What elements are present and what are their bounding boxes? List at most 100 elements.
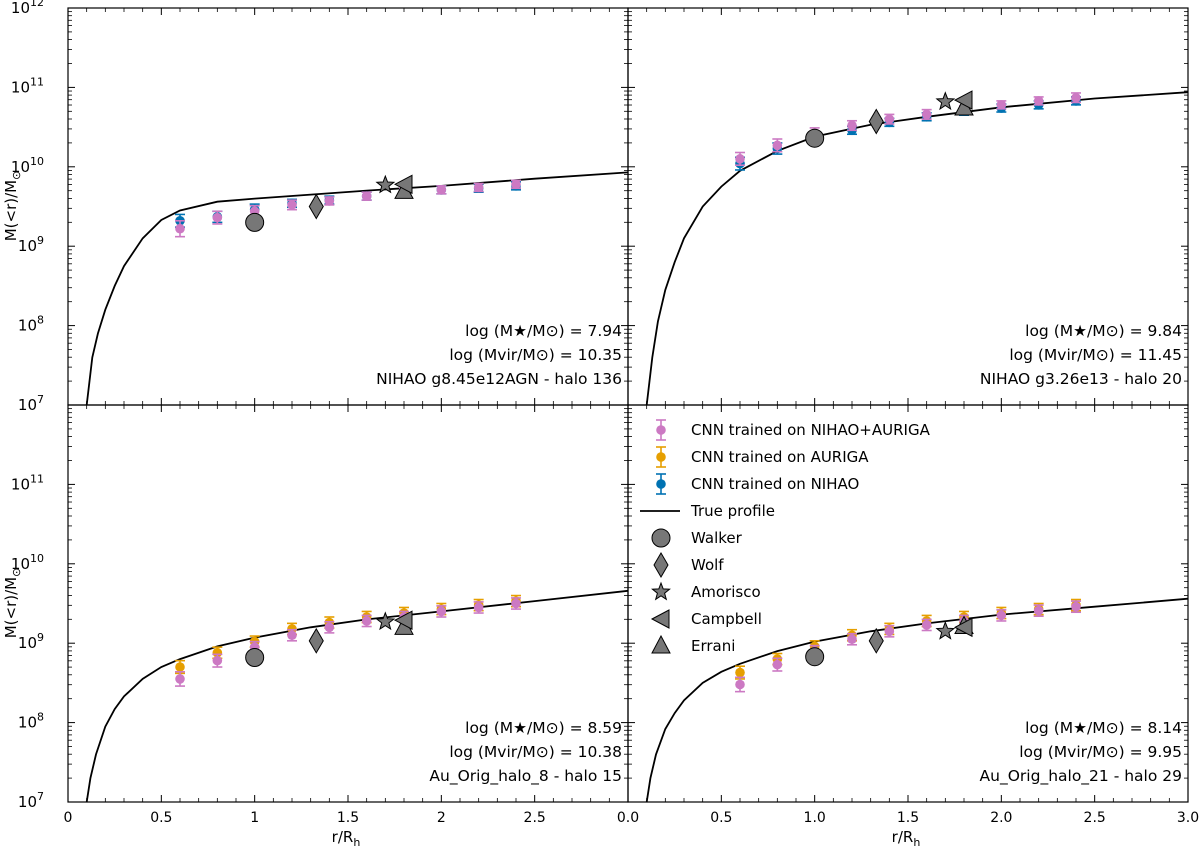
annotation-line: log (M★/M⊙) = 7.94 (465, 322, 622, 340)
cnn-point (996, 609, 1007, 622)
wolf-marker (308, 193, 324, 220)
x-tick-label: 2.5 (1084, 810, 1106, 826)
y-tick-label: 108 (18, 711, 44, 732)
x-tick-label: 1.5 (897, 810, 919, 826)
amorisco-marker (935, 91, 956, 111)
cnn-point (1033, 96, 1044, 106)
campbell-marker (953, 617, 973, 638)
campbell-marker (953, 90, 973, 110)
cnn-point (884, 113, 895, 125)
legend: CNN trained on NIHAO+AURIGA CNN trained o… (640, 419, 931, 655)
walker-marker (245, 212, 265, 232)
x-tick-label: 2.0 (990, 810, 1012, 826)
panel-top-left: 107 108 109 1010 1011 1012 log (M★/M⊙) = 7.94 l… (11, 0, 629, 414)
y-tick-label: 1011 (11, 472, 44, 493)
cnn-point (436, 605, 447, 618)
cnn-point (324, 196, 335, 206)
walker-marker (805, 647, 825, 667)
cnn-point (473, 182, 484, 193)
y-axis-label-top: M(<r)/M⊙ (2, 171, 23, 242)
cnn-point (511, 597, 521, 610)
x-tick-label: 0.0 (617, 810, 639, 826)
y-tick-label: 108 (18, 314, 44, 335)
y-tick-label: 109 (18, 234, 44, 255)
cnn-point (511, 179, 521, 190)
x-tick-label: 2.5 (524, 810, 546, 826)
wolf-marker (868, 627, 884, 654)
legend-label: True profile (690, 502, 775, 520)
amorisco-marker (375, 174, 396, 194)
x-tick-label: 1 (250, 810, 259, 826)
y-axis-label-bottom: M(<r)/M⊙ (2, 568, 23, 639)
x-axis-label-left: r/Rh (332, 828, 361, 849)
cnn-point (996, 100, 1007, 110)
wolf-marker (308, 627, 324, 654)
panel-bottom-right: 0.0 0.5 1.0 1.5 2.0 2.5 3.0 log (M★/M⊙) = 8.14 l… (617, 404, 1199, 826)
cnn-point (1033, 604, 1044, 618)
wolf-marker (868, 108, 884, 135)
cnn-point (847, 119, 857, 132)
annotation-line: log (Mvir/M⊙) = 10.38 (449, 743, 622, 761)
cnn-point (287, 199, 297, 211)
cnn-point (847, 632, 857, 646)
walker-marker (805, 128, 825, 148)
y-tick-label: 1011 (11, 75, 44, 96)
x-tick-label: 2 (437, 810, 446, 826)
x-tick-label: 1.0 (804, 810, 826, 826)
x-tick-label: 0.5 (710, 810, 732, 826)
cnn-point (175, 219, 185, 238)
y-tick-label: 107 (18, 790, 44, 811)
legend-entry: CNN trained on AURIGA (656, 446, 869, 468)
legend-entry: True profile (640, 502, 775, 520)
cnn-point (1071, 92, 1081, 104)
legend-label: CNN trained on NIHAO (691, 475, 859, 493)
cnn-point (884, 624, 895, 638)
legend-label: Walker (691, 529, 743, 547)
annotation-line: log (Mvir/M⊙) = 11.45 (1009, 346, 1182, 364)
legend-entry: CNN trained on NIHAO+AURIGA (656, 419, 931, 441)
campbell-marker (393, 174, 413, 195)
y-tick-label: 1012 (11, 0, 44, 17)
cnn-point (212, 210, 223, 225)
legend-label: Campbell (691, 610, 762, 628)
annotation-line: NIHAO g3.26e13 - halo 20 (980, 370, 1182, 388)
legend-label: Errani (691, 637, 735, 655)
x-tick-label: 0.5 (150, 810, 172, 826)
panel-bottom-left: 107 108 109 1010 1011 0 0.5 1 1.5 2 2.5 log (M★/M⊙)… (11, 404, 629, 826)
cnn-point (921, 108, 932, 120)
legend-entry: Campbell (650, 609, 762, 629)
legend-label: CNN trained on AURIGA (691, 448, 869, 466)
annotation-line: log (M★/M⊙) = 8.14 (1025, 719, 1182, 737)
x-tick-label: 0 (64, 810, 73, 826)
legend-label: CNN trained on NIHAO+AURIGA (691, 421, 931, 439)
legend-entry: Amorisco (651, 581, 761, 601)
cnn-point (735, 676, 745, 693)
amorisco-marker (375, 611, 396, 631)
cnn-point (772, 138, 783, 153)
annotation-line: log (Mvir/M⊙) = 9.95 (1019, 743, 1182, 761)
annotation-line: log (M★/M⊙) = 9.84 (1025, 322, 1182, 340)
legend-label: Wolf (691, 556, 724, 574)
cnn-point (324, 620, 335, 634)
annotation-line: Au_Orig_halo_8 - halo 15 (429, 767, 622, 786)
cnn-point (175, 670, 185, 687)
annotation-line: NIHAO g8.45e12AGN - halo 136 (376, 370, 622, 388)
x-tick-label: 3.0 (1177, 810, 1199, 826)
cnn-point (473, 601, 484, 614)
cnn-point (735, 151, 745, 167)
annotation-line: log (Mvir/M⊙) = 10.35 (449, 346, 622, 364)
panel-frame (627, 404, 1189, 803)
x-axis-label-right: r/Rh (892, 828, 921, 849)
legend-label: Amorisco (691, 583, 761, 601)
y-tick-label: 109 (18, 631, 44, 652)
legend-entry: Walker (651, 528, 743, 548)
cnn-point (361, 614, 372, 628)
cnn-point (772, 657, 783, 672)
x-tick-label: 1.5 (337, 810, 359, 826)
annotation-line: Au_Orig_halo_21 - halo 29 (980, 767, 1182, 786)
y-tick-label: 1010 (11, 155, 44, 176)
cnn-point (436, 185, 447, 195)
amorisco-marker (935, 620, 956, 640)
cnn-point (1071, 600, 1081, 614)
